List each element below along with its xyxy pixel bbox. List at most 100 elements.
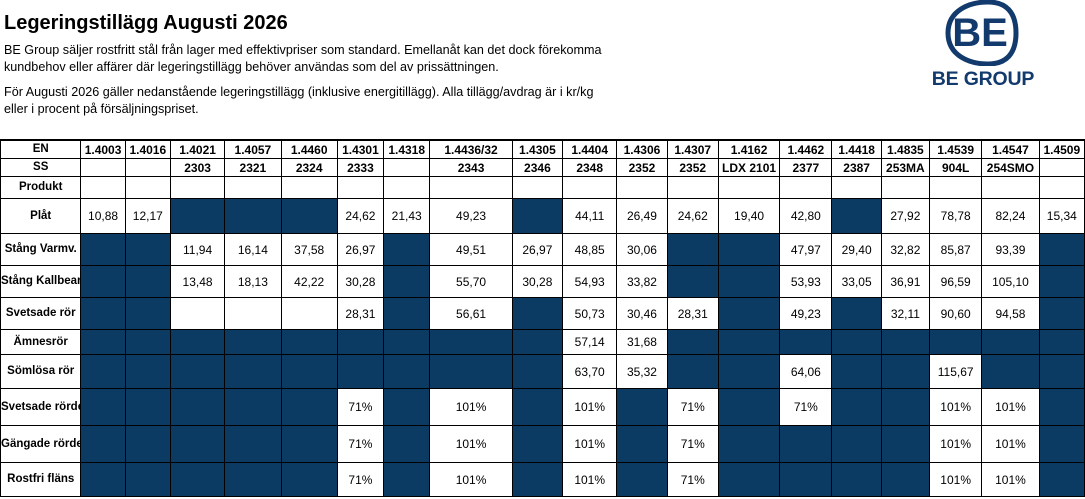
- value-cell: 28,31: [336, 297, 385, 330]
- value-cell: 71%: [666, 425, 719, 463]
- product-header-cell: [169, 176, 226, 199]
- logo-wordmark: BE GROUP: [931, 68, 1035, 90]
- en-grade-1.4539: 1.4539: [929, 139, 983, 159]
- page-title: Legeringstillägg Augusti 2026: [4, 12, 288, 34]
- filled-cell: [429, 329, 513, 355]
- ss-grade: 2387: [831, 158, 882, 177]
- ss-grade: [80, 158, 126, 177]
- product-header-cell: [124, 176, 171, 199]
- ss-grade: LDX 2101: [717, 158, 781, 177]
- en-grade-1.4016: 1.4016: [124, 139, 171, 159]
- value-cell: 115,67: [929, 354, 983, 389]
- row-label: Rostfri fläns: [0, 462, 82, 497]
- row-label: Sömlösa rör: [0, 354, 82, 389]
- value-cell: 31,68: [616, 329, 668, 355]
- value-cell: 24,62: [336, 198, 385, 234]
- filled-cell: [880, 388, 931, 426]
- value-cell: 55,70: [429, 265, 513, 298]
- filled-cell: [224, 425, 282, 463]
- ss-label: SS: [0, 158, 82, 177]
- svg-text:BE: BE: [952, 11, 1008, 55]
- value-cell: 105,10: [981, 265, 1040, 298]
- value-cell: 90,60: [929, 297, 983, 330]
- product-header-cell: [779, 176, 833, 199]
- filled-cell: [929, 329, 983, 355]
- filled-cell: [1038, 265, 1085, 298]
- value-cell: 101%: [929, 462, 983, 497]
- filled-cell: [831, 198, 882, 234]
- filled-cell: [717, 388, 781, 426]
- value-cell: 101%: [981, 462, 1040, 497]
- table-row: Sömlösa rör 63,70 35,32 64,06 115,67: [0, 354, 1085, 389]
- value-cell: 16,14: [224, 233, 282, 266]
- filled-cell: [616, 425, 668, 463]
- filled-cell: [336, 354, 385, 389]
- en-label: EN: [0, 139, 82, 159]
- filled-cell: [717, 425, 781, 463]
- ss-grade: 2352: [666, 158, 719, 177]
- filled-cell: [169, 462, 226, 497]
- value-cell: 94,58: [981, 297, 1040, 330]
- en-grade-1.4462: 1.4462: [779, 139, 833, 159]
- ss-grade: [383, 158, 431, 177]
- value-cell: 49,51: [429, 233, 513, 266]
- filled-cell: [124, 462, 171, 497]
- value-cell: 18,13: [224, 265, 282, 298]
- product-header-cell: [383, 176, 431, 199]
- row-label: Gängade rördelar: [0, 425, 82, 463]
- value-cell: 15,34: [1038, 198, 1085, 234]
- filled-cell: [880, 425, 931, 463]
- filled-cell: [80, 329, 126, 355]
- product-header-cell: [429, 176, 513, 199]
- value-cell: 101%: [562, 462, 618, 497]
- product-header-cell: [336, 176, 385, 199]
- filled-cell: [880, 462, 931, 497]
- filled-cell: [1038, 329, 1085, 355]
- header-row-ss: SS 2303 2321 2324 2333 2343 2346 2348 2352 2352 LD…: [0, 158, 1085, 177]
- table-row: Ämnesrör 57,14 31,68: [0, 329, 1085, 355]
- filled-cell: [280, 354, 338, 389]
- intro-paragraph-2: För Augusti 2026 gäller nedanstående leg…: [4, 85, 594, 116]
- filled-cell: [80, 265, 126, 298]
- value-cell: 30,28: [336, 265, 385, 298]
- table-row: Stång Varmv. 11,94 16,14 37,58 26,97 49,51 26,…: [0, 233, 1085, 266]
- filled-cell: [429, 354, 513, 389]
- value-cell: 12,17: [124, 198, 171, 234]
- value-cell: 24,62: [666, 198, 719, 234]
- header-row-product: Produkt: [0, 176, 1085, 199]
- filled-cell: [280, 198, 338, 234]
- value-cell: 101%: [562, 425, 618, 463]
- filled-cell: [124, 265, 171, 298]
- filled-cell: [831, 462, 882, 497]
- filled-cell: [169, 425, 226, 463]
- value-cell: 101%: [429, 425, 513, 463]
- value-cell: 96,59: [929, 265, 983, 298]
- value-cell: 53,93: [779, 265, 833, 298]
- ss-grade: 2346: [511, 158, 564, 177]
- filled-cell: [224, 462, 282, 497]
- ss-grade: 2348: [562, 158, 618, 177]
- value-cell: 44,11: [562, 198, 618, 234]
- be-logo-mark-icon: BE: [945, 0, 1019, 66]
- filled-cell: [880, 354, 931, 389]
- value-cell: 32,82: [880, 233, 931, 266]
- value-cell: 54,93: [562, 265, 618, 298]
- en-grade-1.4306: 1.4306: [616, 139, 668, 159]
- filled-cell: [880, 329, 931, 355]
- alloy-surcharge-table: EN 1.4003 1.4016 1.4021 1.4057 1.4460 1.4301 1.…: [0, 139, 1085, 497]
- filled-cell: [224, 354, 282, 389]
- value-cell: 21,43: [383, 198, 431, 234]
- filled-cell: [169, 354, 226, 389]
- en-grade-1.4404: 1.4404: [562, 139, 618, 159]
- ss-grade: 254SMO: [981, 158, 1040, 177]
- value-cell: 26,97: [336, 233, 385, 266]
- en-grade-1.4021: 1.4021: [169, 139, 226, 159]
- product-header-cell: [80, 176, 126, 199]
- filled-cell: [383, 233, 431, 266]
- filled-cell: [831, 388, 882, 426]
- filled-cell: [80, 354, 126, 389]
- filled-cell: [169, 329, 226, 355]
- value-cell: 101%: [562, 388, 618, 426]
- filled-cell: [831, 329, 882, 355]
- row-label: Svetsade rördelar: [0, 388, 82, 426]
